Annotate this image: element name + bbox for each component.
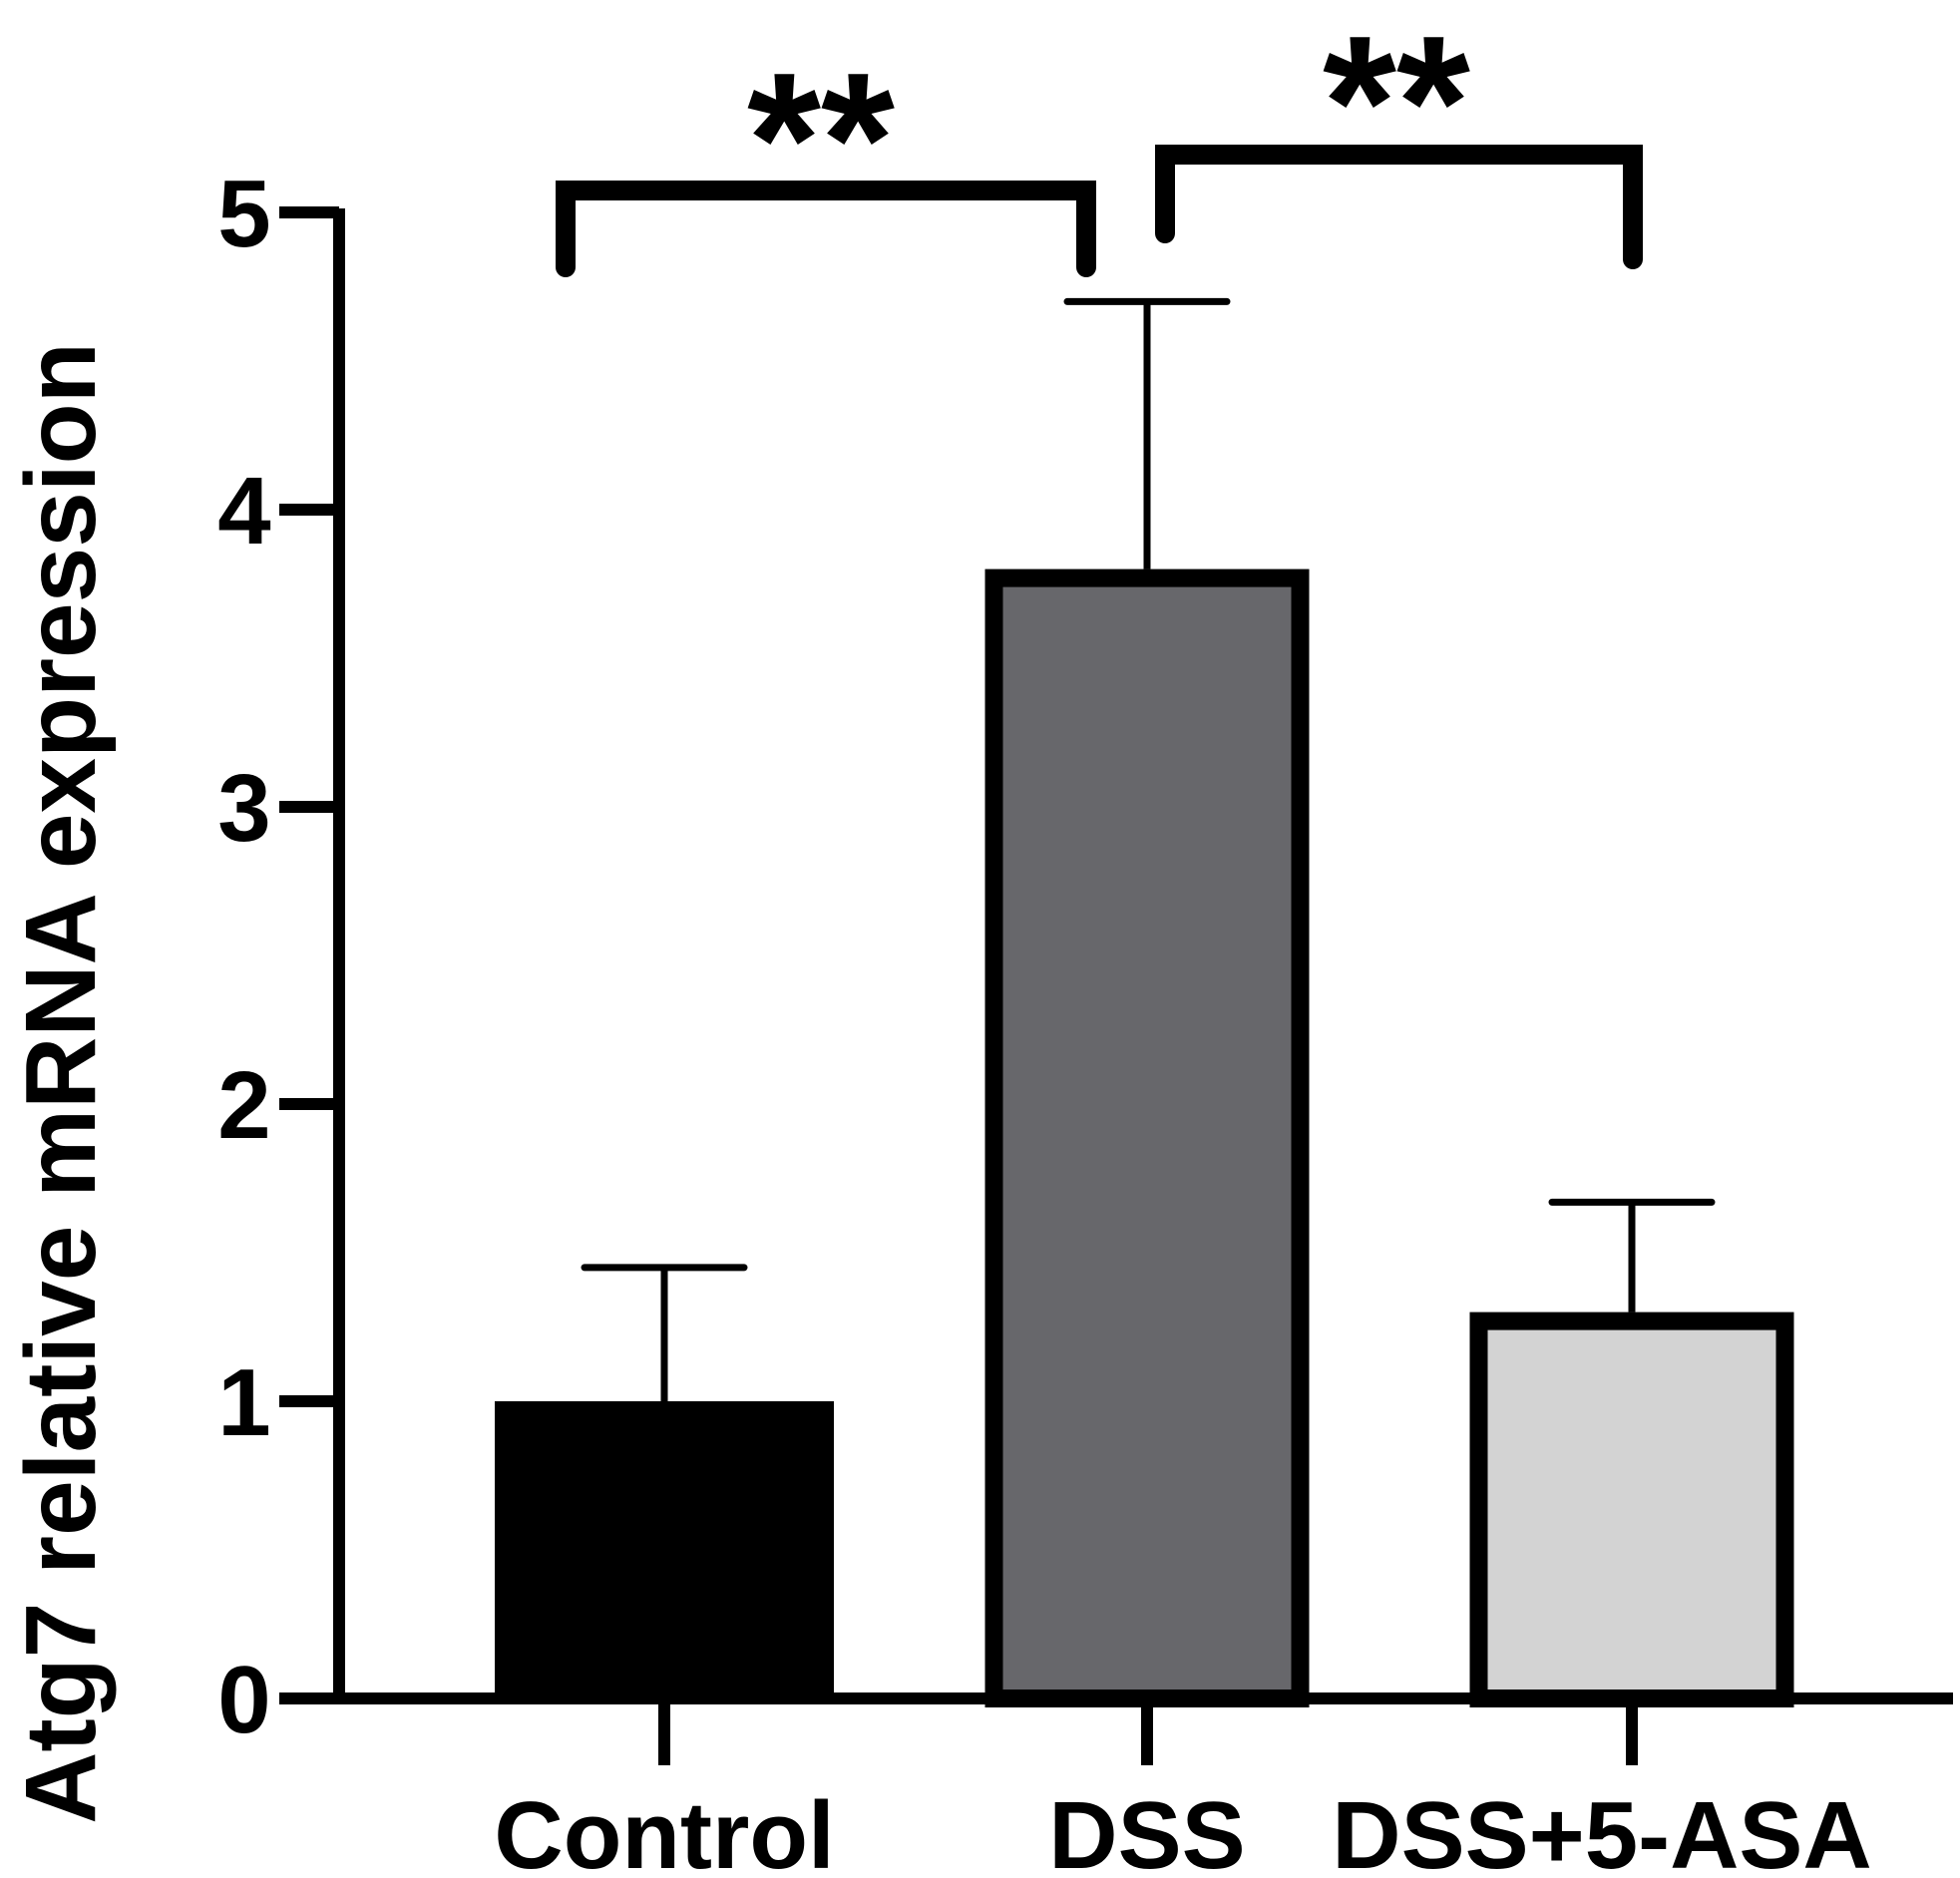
y-tick-label-1: 1	[217, 1349, 270, 1456]
x-tick-label-2: DSS+5-ASA	[1332, 1782, 1872, 1878]
y-axis-label: Atg7 relative mRNA expression	[5, 342, 117, 1824]
x-tick-label-1: DSS	[1048, 1782, 1245, 1878]
y-tick-label-3: 3	[217, 755, 270, 862]
bar-1	[984, 568, 1310, 1707]
bar-2	[1469, 1312, 1794, 1707]
significance-label-1: **	[1323, 0, 1470, 208]
bar-0	[495, 1401, 834, 1698]
y-tick-label-4: 4	[217, 458, 270, 564]
significance-label-0: **	[747, 34, 895, 245]
y-tick-label-2: 2	[217, 1052, 270, 1159]
y-tick-label-5: 5	[217, 161, 270, 267]
significance-bracket-1	[1155, 145, 1643, 269]
plot-area: 0 1 2 3 4 5 Control DSS DSS+5-ASA ** **	[217, 0, 1953, 1878]
significance-bracket-0	[556, 181, 1096, 277]
y-tick-label-0: 0	[217, 1647, 270, 1753]
x-tick-label-0: Control	[494, 1782, 834, 1878]
